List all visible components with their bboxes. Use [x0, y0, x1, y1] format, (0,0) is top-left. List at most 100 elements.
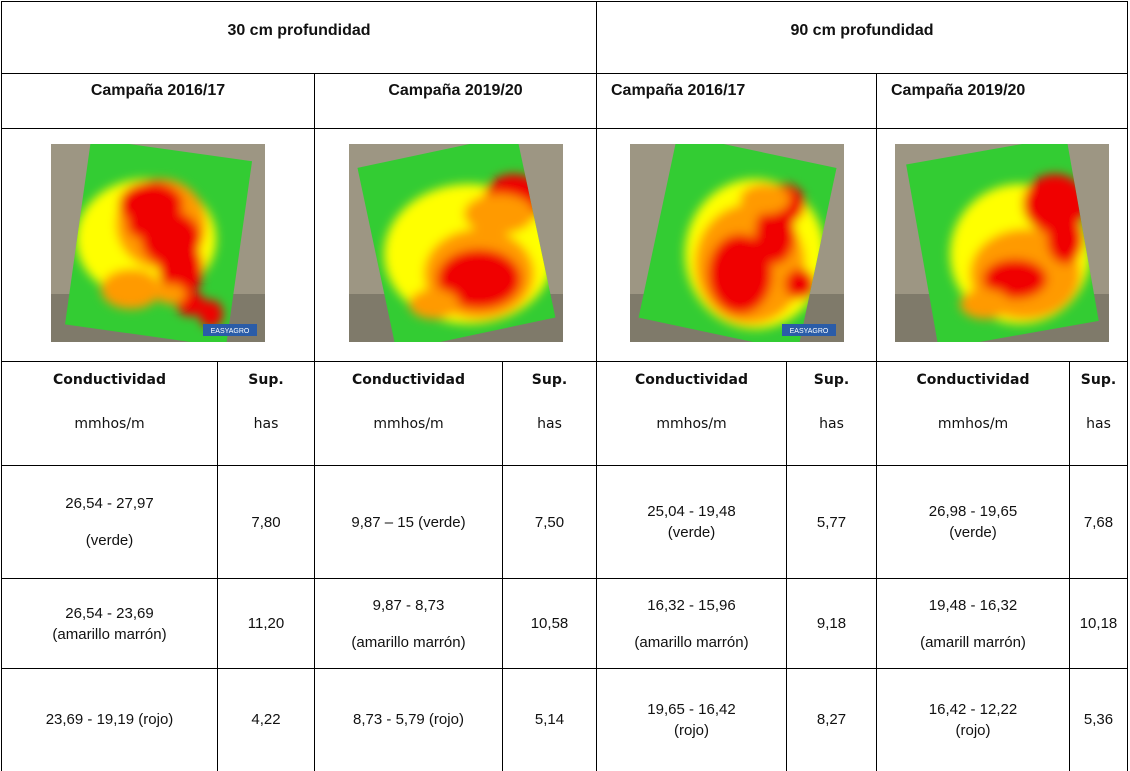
map-shape — [740, 184, 790, 214]
cell-lines: 11,20 — [218, 615, 314, 632]
cell-text: (amarillo marrón) — [634, 634, 748, 651]
cell-text: 16,32 - 15,96 — [647, 597, 735, 614]
cell-text: 7,50 — [535, 514, 564, 531]
cell-text: (verde) — [949, 524, 997, 541]
data-cell: 4,22 — [218, 669, 315, 771]
column-unit: has — [218, 416, 314, 432]
cell-lines: 5,36 — [1070, 711, 1127, 728]
data-cell: 10,18 — [1070, 579, 1128, 669]
data-cell: 9,87 - 8,73(amarillo marrón) — [315, 579, 503, 669]
cell-text: 5,36 — [1084, 711, 1113, 728]
column-name: Sup. — [503, 372, 596, 388]
cell-lines: 26,98 - 19,65 (verde) — [877, 503, 1069, 541]
column-header-row: Conductividad mmhos/m Sup. has Conductividad… — [2, 362, 1128, 466]
data-cell: 7,68 — [1070, 466, 1128, 579]
cell-text: 8,73 - 5,79 (rojo) — [353, 711, 464, 728]
column-name: Conductividad — [315, 372, 502, 388]
column-header: Sup.has — [787, 362, 877, 466]
cell-lines: 8,73 - 5,79 (rojo) — [315, 711, 502, 728]
cell-lines: 25,04 - 19,48(verde) — [597, 503, 786, 541]
campaign-header: Campaña 2016/17 — [597, 74, 877, 129]
map-cell — [315, 129, 597, 362]
cell-lines: 9,87 - 8,73(amarillo marrón) — [315, 597, 502, 651]
map-shape — [685, 179, 825, 329]
cell-lines: 26,54 - 23,69(amarillo marrón) — [2, 605, 217, 643]
map-shape — [199, 300, 223, 328]
cell-text: 7,68 — [1084, 514, 1113, 531]
campaign-header: Campaña 2016/17 — [2, 74, 315, 129]
depth-header: 90 cm profundidad — [597, 2, 1128, 74]
campaign-row: Campaña 2016/17 Campaña 2019/20 Campaña … — [2, 74, 1128, 129]
data-row: 26,54 - 23,69(amarillo marrón) 11,20 9,87 … — [2, 579, 1128, 669]
cell-lines: 5,77 — [787, 514, 876, 531]
data-cell: 11,20 — [218, 579, 315, 669]
cell-lines: 16,42 - 12,22 (rojo) — [877, 701, 1069, 739]
map-shape — [127, 210, 155, 238]
column-header: Sup. has — [503, 362, 597, 466]
cell-text: 9,18 — [817, 615, 846, 632]
map-shape — [409, 289, 459, 319]
cell-text: 10,18 — [1080, 615, 1118, 632]
cell-text: 26,54 - 27,97 — [65, 495, 153, 512]
map-shape — [156, 284, 186, 304]
data-cell: 5,77 — [787, 466, 877, 579]
map-cell: EASYAGRO — [597, 129, 877, 362]
column-unit: has — [787, 416, 876, 432]
column-unit: mmhos/m — [2, 416, 217, 432]
data-cell: 19,48 - 16,32(amarill marrón) — [877, 579, 1070, 669]
map-row: EASYAGRO EASYAGRO — [2, 129, 1128, 362]
cell-text: 10,58 — [531, 615, 569, 632]
column-name: Conductividad — [597, 372, 786, 388]
field-map: EASYAGRO — [630, 144, 844, 342]
cell-text: 16,42 - 12,22 — [929, 701, 1017, 718]
map-shape — [464, 194, 534, 234]
column-unit: mmhos/m — [597, 416, 786, 432]
cell-text: (amarillo marrón) — [351, 634, 465, 651]
column-header: Sup.has — [218, 362, 315, 466]
cell-text: 26,98 - 19,65 — [929, 503, 1017, 520]
map-shape — [101, 269, 161, 309]
cell-lines: 9,87 – 15 (verde) — [315, 514, 502, 531]
data-cell: 26,54 - 23,69(amarillo marrón) — [2, 579, 218, 669]
depth-row: 30 cm profundidad 90 cm profundidad — [2, 2, 1128, 74]
map-cell — [877, 129, 1128, 362]
data-cell: 9,87 – 15 (verde) — [315, 466, 503, 579]
column-header: Conductividad mmhos/m — [2, 362, 218, 466]
cell-text: 8,27 — [817, 711, 846, 728]
cell-lines: 10,58 — [503, 615, 596, 632]
column-header: Conductividad mmhos/m — [597, 362, 787, 466]
campaign-header: Campaña 2019/20 — [877, 74, 1128, 129]
table: 30 cm profundidad 90 cm profundidad Camp… — [1, 1, 1128, 771]
data-cell: 26,98 - 19,65 (verde) — [877, 466, 1070, 579]
column-unit: has — [1070, 416, 1127, 432]
field-map — [349, 144, 563, 342]
cell-lines: 26,54 - 27,97 (verde) — [2, 495, 217, 549]
campaign-header: Campaña 2019/20 — [315, 74, 597, 129]
cell-text: (verde) — [86, 532, 134, 549]
data-cell: 26,54 - 27,97 (verde) — [2, 466, 218, 579]
cell-text: (rojo) — [955, 722, 990, 739]
data-cell: 5,14 — [503, 669, 597, 771]
cell-text: 4,22 — [251, 711, 280, 728]
data-cell: 16,32 - 15,96 (amarillo marrón) — [597, 579, 787, 669]
column-unit: mmhos/m — [315, 416, 502, 432]
data-cell: 8,27 — [787, 669, 877, 771]
column-unit: has — [503, 416, 596, 432]
cell-text: (amarill marrón) — [920, 634, 1026, 651]
column-unit: mmhos/m — [877, 416, 1069, 432]
column-name: Sup. — [1070, 372, 1127, 388]
map-shape — [1047, 214, 1083, 264]
column-name: Conductividad — [2, 372, 217, 388]
cell-text: 5,77 — [817, 514, 846, 531]
cell-text: 5,14 — [535, 711, 564, 728]
field-map — [895, 144, 1109, 342]
cell-lines: 19,65 - 16,42(rojo) — [597, 701, 786, 739]
cell-lines: 19,48 - 16,32(amarill marrón) — [877, 597, 1069, 651]
page: 30 cm profundidad 90 cm profundidad Camp… — [0, 0, 1130, 770]
cell-lines: 9,18 — [787, 615, 876, 632]
cell-lines: 7,50 — [503, 514, 596, 531]
cell-text: 7,80 — [251, 514, 280, 531]
cell-text: 11,20 — [248, 615, 284, 632]
